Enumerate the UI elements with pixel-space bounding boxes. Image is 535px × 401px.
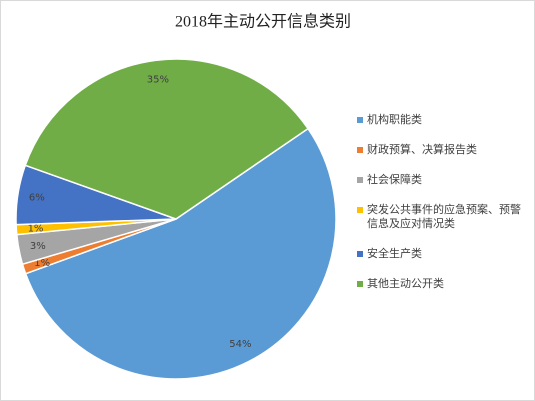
chart-title: 2018年主动公开信息类别	[175, 13, 351, 31]
legend-label: 安全生产类	[367, 247, 422, 260]
data-label: 35%	[147, 74, 169, 85]
legend-item: 财政预算、决算报告类	[357, 143, 529, 157]
legend-swatch	[357, 281, 363, 287]
legend-label: 突发公共事件的应急预案、预警信息及应对情况类	[367, 203, 521, 230]
legend-item: 突发公共事件的应急预案、预警信息及应对情况类	[357, 203, 529, 231]
legend-label: 社会保障类	[367, 173, 422, 186]
legend-swatch	[357, 117, 363, 123]
pie-slice	[24, 127, 337, 380]
legend: 机构职能类财政预算、决算报告类 社会保障类突发公共事件的应急预案、预警信息及应对情…	[357, 113, 529, 307]
data-label: 54%	[229, 339, 251, 350]
legend-item: 安全生产类	[357, 247, 529, 261]
legend-item: 其他主动公开类	[357, 277, 529, 291]
legend-swatch	[357, 177, 363, 183]
legend-label: 财政预算、决算报告类	[367, 143, 477, 156]
legend-label: 其他主动公开类	[367, 277, 444, 290]
legend-item: 社会保障类	[357, 173, 529, 187]
data-label: 1%	[28, 223, 44, 234]
data-label: 6%	[29, 192, 45, 203]
legend-swatch	[357, 147, 363, 153]
data-label: 1%	[34, 258, 50, 269]
pie-slice	[24, 58, 310, 220]
data-label: 3%	[30, 241, 46, 252]
legend-label: 机构职能类	[367, 113, 422, 126]
legend-item: 机构职能类	[357, 113, 529, 127]
legend-swatch	[357, 207, 363, 213]
legend-swatch	[357, 251, 363, 257]
